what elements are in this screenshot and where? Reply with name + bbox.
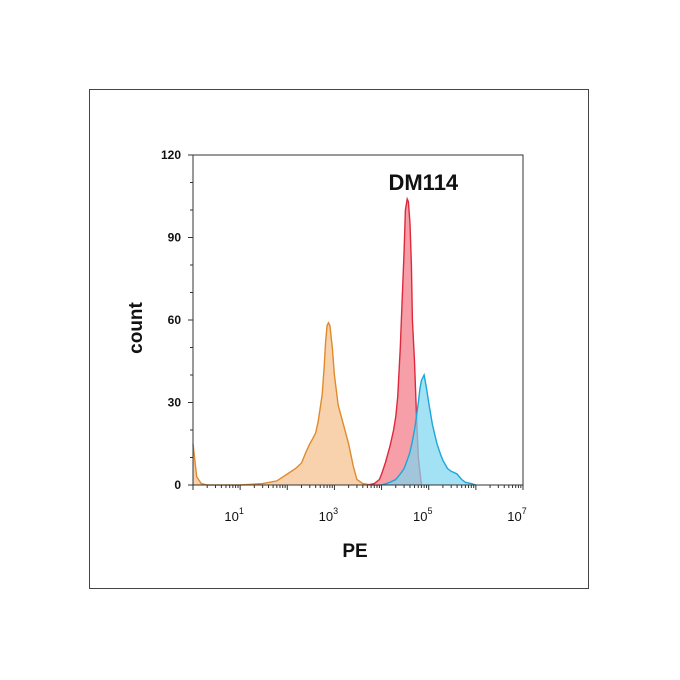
x-tick-exponent: 5 <box>427 506 432 516</box>
histogram-fill <box>381 375 476 485</box>
plot-area-border <box>192 154 524 486</box>
x-tick-exponent: 1 <box>239 506 244 516</box>
y-axis-label: count <box>126 301 147 353</box>
x-tick-base: 10 <box>224 509 238 524</box>
x-tick-exponent: 3 <box>333 506 338 516</box>
x-tick-base: 10 <box>413 509 427 524</box>
x-tick-base: 10 <box>507 509 521 524</box>
y-tick-label: 90 <box>168 231 182 245</box>
chart-annotation: DM114 <box>388 170 458 195</box>
y-tick-label: 120 <box>161 148 181 162</box>
histogram-fill <box>193 322 382 485</box>
histogram-outline <box>381 372 477 486</box>
x-tick-label: 103 <box>319 506 338 524</box>
y-axis: 0 30 60 90 120 <box>161 148 193 492</box>
histogram-series-1 <box>192 321 382 486</box>
histogram-fill <box>367 199 422 485</box>
y-tick-label: 30 <box>168 396 182 410</box>
x-tick-label: 105 <box>413 506 432 524</box>
x-axis-label: PE <box>342 541 367 562</box>
y-tick-label: 60 <box>168 313 182 327</box>
y-tick-label: 0 <box>174 478 181 492</box>
x-tick-base: 10 <box>319 509 333 524</box>
histogram-outline <box>367 196 423 486</box>
x-tick-exponent: 7 <box>522 506 527 516</box>
chart-frame: 0 30 60 90 120 101 103 105 107 DM114 count PE <box>89 89 589 589</box>
histogram-series-3 <box>381 372 477 486</box>
series-layer <box>192 196 477 486</box>
x-axis: 101 103 105 107 <box>192 485 527 524</box>
x-tick-label: 101 <box>224 506 243 524</box>
histogram-series-2 <box>367 196 423 486</box>
x-tick-label: 107 <box>507 506 526 524</box>
histogram-outline <box>192 321 382 486</box>
